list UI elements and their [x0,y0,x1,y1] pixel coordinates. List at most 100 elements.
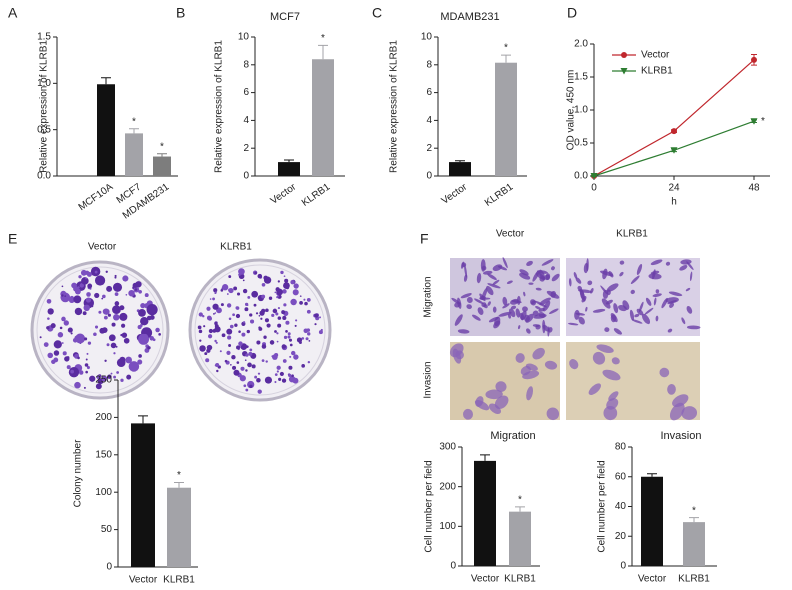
point [670,147,678,154]
colony [213,288,218,293]
cell [636,308,644,316]
colony [121,323,126,328]
legend-label: Vector [641,50,670,61]
colony [235,306,239,310]
bar [683,522,705,566]
colony [305,337,309,341]
point [671,128,677,135]
cell [667,328,673,333]
colony [82,311,87,316]
error-bar [501,54,511,63]
y-tick-label: 10 [238,32,250,43]
error-bar [647,473,657,477]
colony [299,295,302,297]
panel-letter: F [420,231,429,247]
cell [602,289,609,299]
colony [245,388,249,392]
colony [66,365,71,370]
colony [198,312,203,317]
colony [254,375,258,379]
colony [53,350,60,356]
colony [214,326,221,333]
colony [228,288,232,292]
colony [301,364,305,368]
y-tick-label: 200 [439,481,456,492]
colony [69,295,75,301]
colony [289,343,293,347]
colony [231,355,236,360]
cell [611,357,620,365]
colony [146,304,158,316]
bar [153,156,171,176]
legend-label: KLRB1 [641,66,673,77]
y-axis-label: Cell number per field [597,460,608,552]
colony [95,383,102,390]
colony [85,358,88,361]
cell [601,298,611,309]
colony [138,289,142,294]
colony [292,377,299,384]
colony [224,359,228,363]
colony [47,308,54,315]
cell [515,353,525,363]
cell [480,259,486,272]
colony [155,327,160,333]
colony [47,352,54,359]
y-tick-label: 80 [615,442,627,453]
cell [483,304,488,309]
cell [466,304,472,310]
error-bar [515,506,525,512]
colony [214,339,217,343]
colony [108,334,116,342]
significance-mark: * [160,141,164,152]
colony [86,365,90,370]
colony [46,326,50,330]
x-tick-label: 0 [591,183,597,194]
cell [452,348,462,364]
colony [219,350,222,353]
colony [79,283,85,288]
cell [492,279,500,285]
colony [277,323,282,328]
y-tick-label: 10 [421,32,433,43]
cell [573,272,578,279]
cell [532,347,545,360]
cell [575,277,582,284]
cell [488,316,499,323]
cell [519,269,529,276]
cell [686,261,694,270]
colony [50,323,56,329]
y-tick-label: 200 [95,412,112,423]
chart-title: MDAMB231 [440,11,499,23]
error-bar [318,44,328,60]
y-tick-label: 0.5 [574,138,588,149]
colony [226,293,229,295]
cell [592,308,606,313]
colony [228,275,232,278]
colony [199,345,206,352]
colony [226,303,232,308]
colony [106,285,113,292]
colony [212,303,219,310]
cell [508,308,516,318]
colony [293,354,299,360]
y-tick-label: 4 [426,115,432,126]
cell [466,296,473,303]
colony [62,351,67,356]
cell [585,306,588,312]
colony [277,307,280,310]
cell [665,261,671,266]
colony [74,288,81,295]
cell [476,272,482,284]
colony [290,298,297,306]
cell [619,260,625,265]
colony [261,294,266,299]
legend-marker [620,68,628,75]
colony [282,315,287,321]
column-label: KLRB1 [616,229,648,240]
colony [61,285,64,288]
bar [97,84,115,176]
cell [460,293,472,299]
colony [228,317,232,321]
colony [61,316,66,322]
